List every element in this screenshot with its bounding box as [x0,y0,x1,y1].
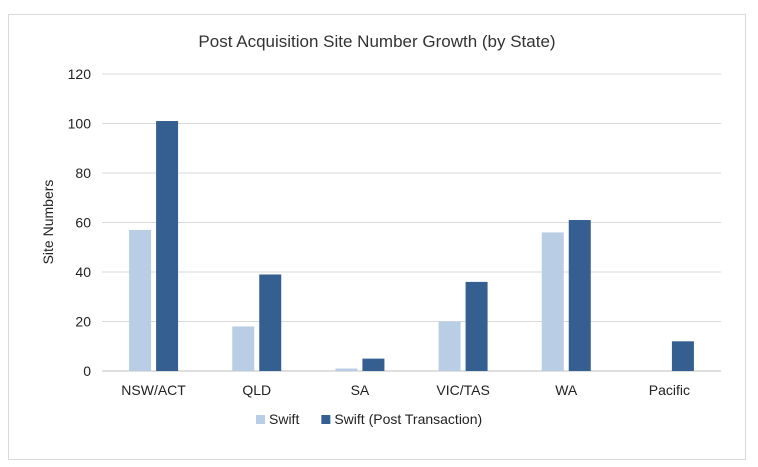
bar-vic-tas-series-1 [438,321,461,371]
bar-qld-series-2 [259,274,282,371]
bar-wa-series-1 [541,232,564,371]
gridlines [102,73,721,372]
legend: Swift Swift (Post Transaction) [256,411,482,427]
y-tick-label: 40 [75,264,91,280]
bar-sa-series-1 [335,368,358,371]
y-tick-label: 120 [68,66,92,82]
bar-nsw-act-series-2 [156,121,179,372]
category-labels: NSW/ACT QLD SA VIC/TAS WA Pacific [121,382,690,398]
y-tick-label: 20 [75,314,91,330]
y-tick-label: 80 [75,165,91,181]
x-tick-label: Pacific [649,382,690,398]
bar-sa-series-2 [362,358,385,371]
legend-label: Swift [269,411,299,427]
legend-swatch [321,415,331,424]
y-tick-label: 0 [83,363,91,379]
bar-pacific-series-2 [671,341,694,371]
y-tick-label: 100 [68,116,92,132]
x-tick-label: NSW/ACT [121,382,186,398]
y-tick-labels: 0 20 40 60 80 100 120 [68,66,92,379]
chart-title: Post Acquisition Site Number Growth (by … [198,32,555,51]
y-tick-label: 60 [75,215,91,231]
legend-label: Swift (Post Transaction) [334,411,482,427]
bar-wa-series-2 [568,220,591,371]
x-tick-label: VIC/TAS [436,382,489,398]
bars [129,121,694,372]
x-tick-label: SA [351,382,370,398]
bar-qld-series-1 [232,326,255,371]
y-axis-label: Site Numbers [40,180,56,265]
legend-swatch [256,415,265,424]
x-tick-label: WA [555,382,578,398]
bar-nsw-act-series-1 [129,229,152,371]
bar-vic-tas-series-2 [465,281,488,371]
x-tick-label: QLD [242,382,271,398]
